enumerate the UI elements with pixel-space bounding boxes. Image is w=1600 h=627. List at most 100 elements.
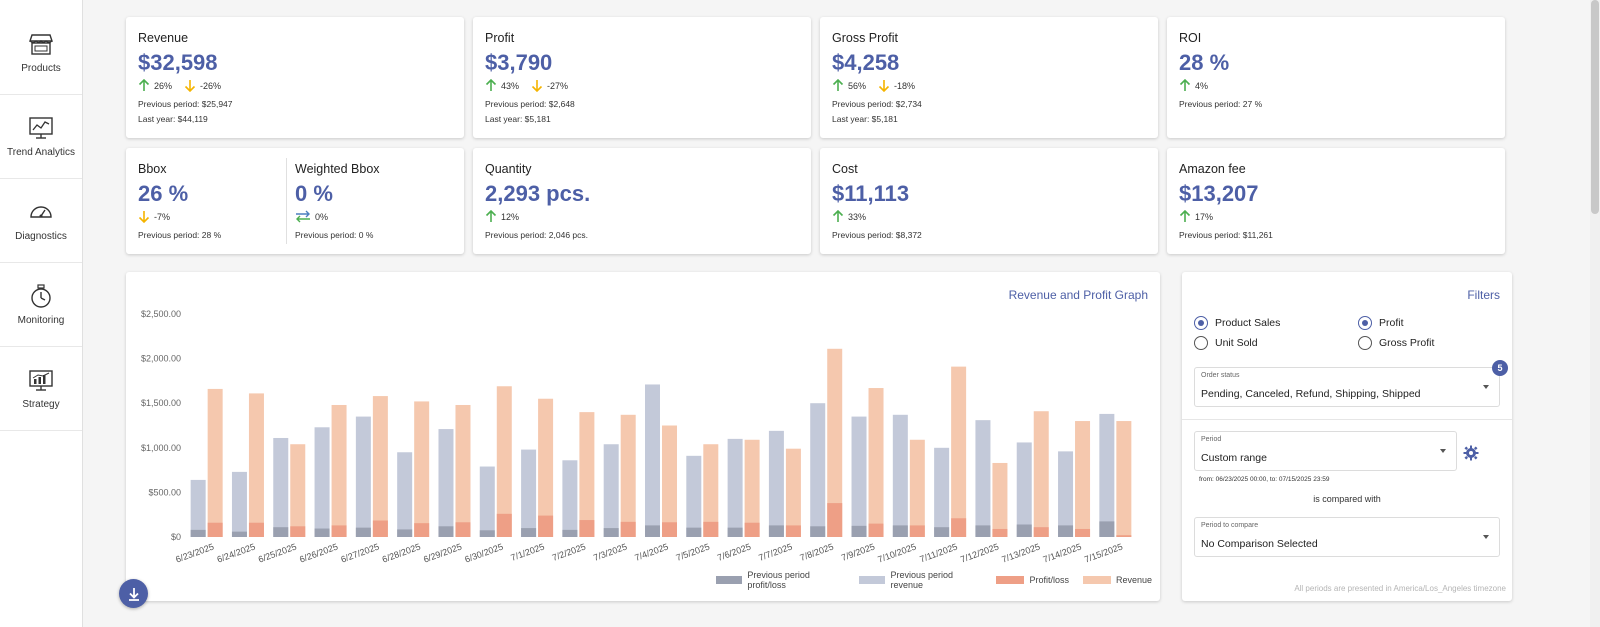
bar-prev-profit	[975, 525, 991, 537]
bar-profit	[290, 526, 306, 537]
legend-swatch	[859, 576, 886, 584]
bar-prev-revenue	[314, 427, 330, 537]
period-to-compare-select[interactable]: Period to compare No Comparison Selected	[1194, 517, 1500, 557]
bar-prev-profit	[1058, 525, 1074, 537]
bar-prev-profit	[851, 525, 867, 537]
bar-profit	[372, 520, 388, 537]
page-scrollbar[interactable]	[1590, 0, 1600, 627]
kpi-previous-period: Previous period: $25,947	[138, 99, 233, 109]
kpi-value: 0 %	[295, 181, 333, 206]
bar-prev-profit	[1016, 524, 1032, 537]
y-tick-label: $2,500.00	[141, 309, 181, 319]
bar-revenue	[331, 404, 347, 537]
kpi-previous-period: Previous period: $2,648	[485, 99, 575, 109]
sidebar-item-diagnostics[interactable]: Diagnostics	[0, 179, 82, 263]
bar-profit	[248, 522, 264, 537]
kpi-title: Quantity	[485, 162, 532, 176]
legend-item[interactable]: Previous period revenue	[859, 570, 982, 590]
bar-revenue	[1075, 421, 1091, 537]
bar-revenue	[455, 404, 471, 537]
legend-label: Profit/loss	[1029, 575, 1069, 585]
bar-prev-revenue	[727, 438, 743, 537]
kpi-trend: 4%	[1179, 79, 1208, 92]
legend-item[interactable]: Profit/loss	[996, 575, 1069, 585]
kpi-last-year: Last year: $5,181	[832, 114, 898, 124]
field-value: Custom range	[1201, 452, 1267, 464]
period-select[interactable]: Period Custom range	[1194, 431, 1457, 471]
settings-gear-icon[interactable]	[1463, 445, 1479, 461]
bar-prev-profit	[397, 529, 413, 537]
radio-unit-sold[interactable]: Unit Sold	[1194, 336, 1258, 350]
arrow-up-icon	[485, 79, 497, 91]
bar-prev-revenue	[521, 449, 537, 537]
legend-label: Revenue	[1115, 575, 1152, 585]
trend-up-value: 4%	[1195, 80, 1209, 91]
radio-label: Profit	[1379, 317, 1404, 329]
sidebar-item-monitoring[interactable]: Monitoring	[0, 263, 82, 347]
sidebar-item-products[interactable]: Products	[0, 11, 82, 95]
x-tick-label: 7/1/2025	[509, 541, 545, 562]
radio-product-sales[interactable]: Product Sales	[1194, 316, 1280, 330]
radio-checked-icon	[1358, 316, 1372, 330]
x-tick-label: 6/24/2025	[216, 541, 257, 564]
bar-revenue	[538, 398, 554, 537]
field-label: Period	[1201, 436, 1222, 443]
bar-profit	[207, 522, 223, 537]
legend-item[interactable]: Revenue	[1082, 575, 1152, 585]
x-tick-label: 7/8/2025	[799, 541, 835, 562]
kpi-title: Profit	[485, 31, 515, 45]
bar-revenue	[703, 444, 719, 537]
bar-revenue	[1116, 421, 1132, 537]
kpi-trend: 12%	[485, 210, 519, 223]
field-label: Period to compare	[1201, 522, 1259, 529]
bar-prev-profit	[768, 525, 784, 537]
chevron-down-icon	[1483, 535, 1489, 539]
bar-profit	[703, 521, 719, 537]
bar-revenue	[909, 439, 925, 537]
kpi-last-year: Last year: $5,181	[485, 114, 551, 124]
kpi-trend: 26% -26%	[138, 79, 221, 92]
bar-profit	[868, 523, 884, 537]
swap-arrows-icon	[296, 210, 310, 223]
download-button[interactable]	[119, 579, 148, 608]
legend-swatch	[1082, 576, 1111, 584]
x-tick-label: 6/30/2025	[463, 541, 504, 564]
arrow-down-icon	[184, 80, 196, 92]
radio-checked-icon	[1194, 316, 1208, 330]
radio-gross-profit[interactable]: Gross Profit	[1358, 336, 1434, 350]
kpi-trend: 56% -18%	[832, 79, 915, 92]
arrow-up-icon	[1179, 79, 1191, 91]
bar-revenue	[372, 396, 388, 537]
bar-revenue	[992, 462, 1008, 537]
arrow-down-icon	[531, 80, 543, 92]
bar-profit	[579, 520, 595, 537]
bar-revenue	[496, 386, 512, 537]
scrollbar-thumb[interactable]	[1591, 0, 1599, 214]
sidebar-item-label: Trend Analytics	[7, 147, 75, 158]
kpi-card-bbox: Bbox 26 % -7% Previous period: 28 % Weig…	[126, 148, 464, 254]
divider	[1182, 419, 1512, 420]
strategy-chart-icon	[29, 370, 53, 391]
x-tick-label: 7/9/2025	[840, 541, 876, 562]
bar-profit	[827, 503, 843, 537]
bar-profit	[744, 522, 760, 537]
bar-revenue	[744, 439, 760, 537]
revenue-profit-chart-card: Revenue and Profit Graph $0 $500.00 $1,000…	[126, 272, 1160, 601]
bar-revenue	[827, 348, 843, 537]
sidebar-item-strategy[interactable]: Strategy	[0, 347, 82, 431]
bar-prev-revenue	[355, 416, 371, 537]
bar-revenue	[207, 388, 223, 537]
bar-prev-profit	[438, 526, 454, 537]
bar-prev-profit	[562, 529, 578, 537]
sidebar-item-trend-analytics[interactable]: Trend Analytics	[0, 95, 82, 179]
order-status-select[interactable]: Order status Pending, Canceled, Refund, …	[1194, 367, 1500, 407]
x-tick-label: 7/13/2025	[1000, 541, 1041, 564]
radio-profit[interactable]: Profit	[1358, 316, 1404, 330]
kpi-value: 26 %	[138, 181, 189, 206]
bar-prev-revenue	[851, 416, 867, 537]
legend-item[interactable]: Previous period profit/loss	[716, 570, 845, 590]
bar-revenue	[414, 401, 430, 537]
chart-title: Revenue and Profit Graph	[1008, 288, 1148, 302]
y-tick-label: $500.00	[148, 487, 181, 497]
sidebar-item-label: Monitoring	[17, 315, 65, 326]
